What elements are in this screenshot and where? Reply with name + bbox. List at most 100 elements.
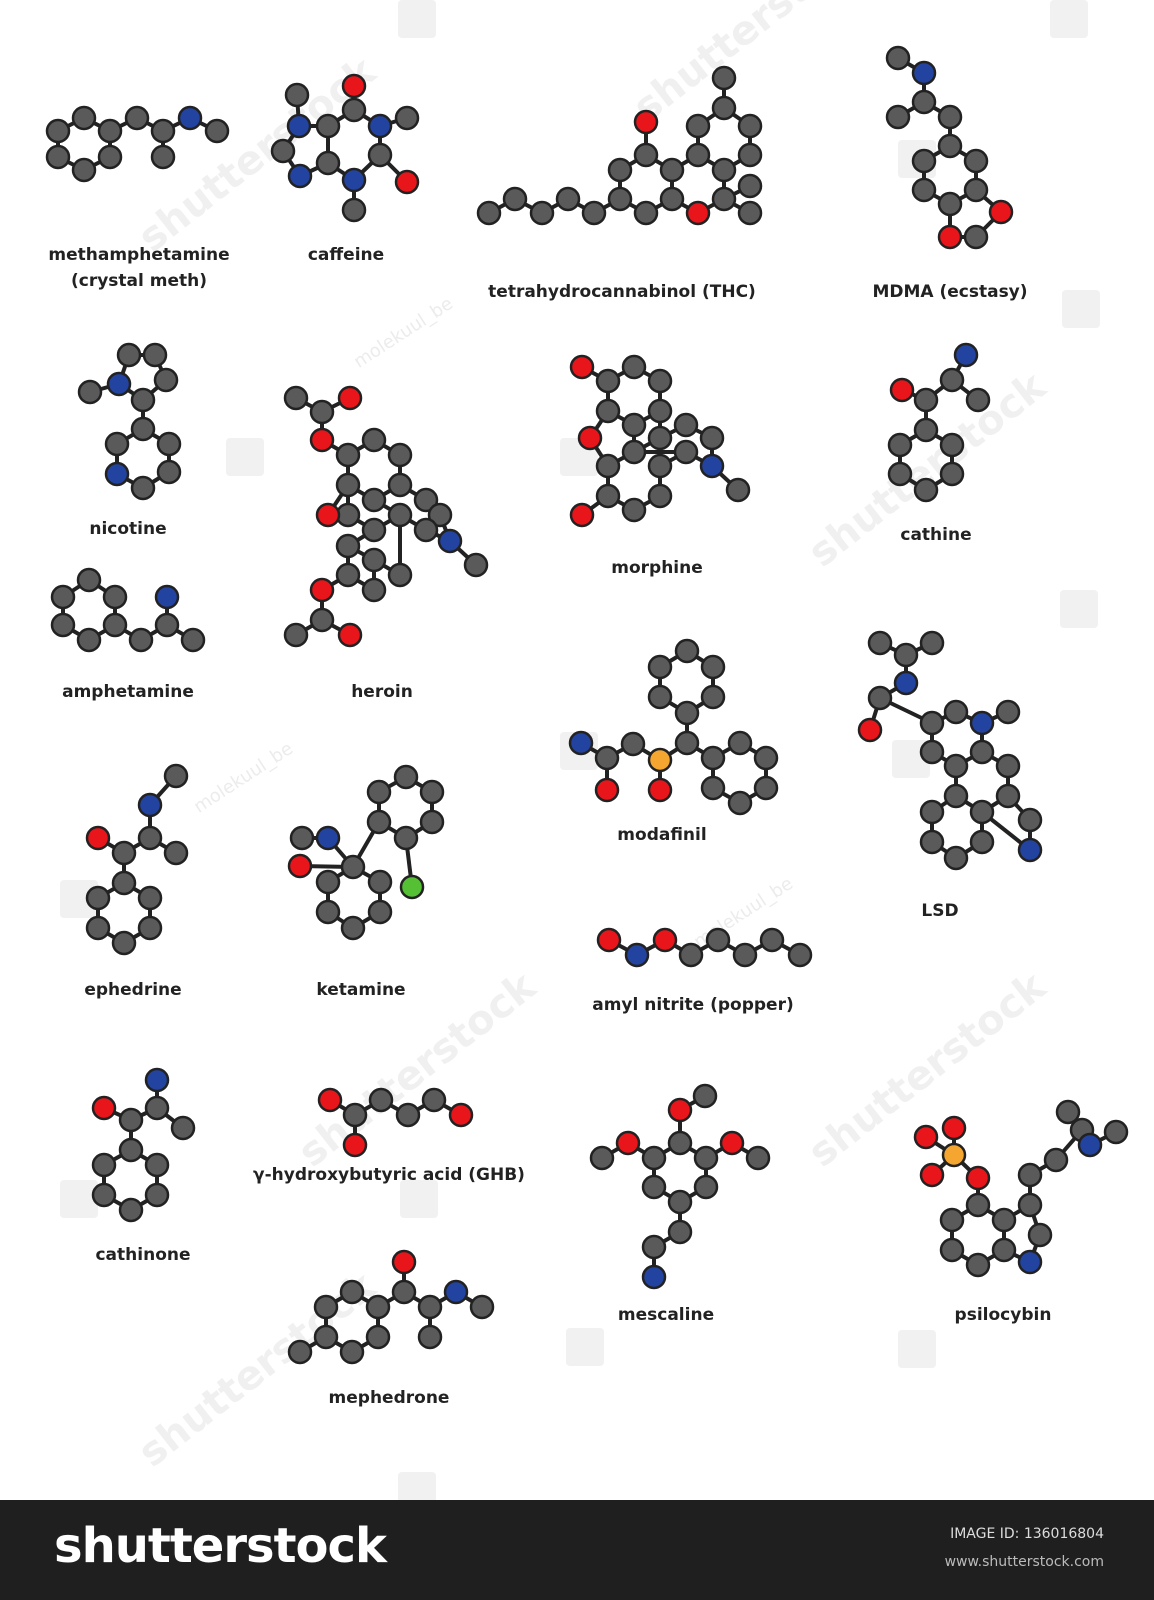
atom-c — [118, 1197, 144, 1223]
atom-c — [633, 142, 659, 168]
atom-o — [913, 1124, 939, 1150]
molecule-structure — [913, 1099, 1129, 1278]
atom-c — [659, 157, 685, 183]
atom-s — [647, 747, 673, 773]
atom-c — [340, 915, 366, 941]
atom-n — [177, 105, 203, 131]
molecule-structure — [589, 1083, 771, 1290]
atom-n — [106, 371, 132, 397]
atom-c — [939, 1207, 965, 1233]
atom-c — [674, 638, 700, 664]
atom-o — [391, 1249, 417, 1275]
atom-c — [732, 942, 758, 968]
atom-c — [111, 840, 137, 866]
molecule-caption: psilocybin — [954, 1305, 1052, 1325]
molecule-structure — [887, 342, 991, 503]
molecule-caption: γ-hydroxybutyric acid (GHB) — [253, 1165, 525, 1185]
atom-c — [594, 745, 620, 771]
atom-o — [317, 1087, 343, 1113]
atom-c — [667, 1189, 693, 1215]
atom-c — [417, 1294, 443, 1320]
atom-c — [104, 431, 130, 457]
atom-c — [943, 783, 969, 809]
atom-c — [421, 1087, 447, 1113]
atom-c — [97, 144, 123, 170]
atom-c — [289, 825, 315, 851]
site-url: www.shutterstock.com — [944, 1554, 1104, 1570]
atom-c — [76, 627, 102, 653]
atom-c — [963, 224, 989, 250]
atom-c — [180, 627, 206, 653]
atom-c — [335, 502, 361, 528]
atom-n — [1077, 1132, 1103, 1158]
atom-c — [1027, 1222, 1053, 1248]
atom-c — [76, 567, 102, 593]
atom-c — [727, 790, 753, 816]
atom-c — [367, 899, 393, 925]
atom-n — [699, 453, 725, 479]
atom-o — [91, 1095, 117, 1121]
molecule-diagrams — [45, 45, 1129, 1365]
atom-c — [939, 1237, 965, 1263]
atom-o — [719, 1130, 745, 1156]
atom-c — [341, 197, 367, 223]
atom-c — [361, 577, 387, 603]
atom-c — [621, 439, 647, 465]
atom-c — [943, 845, 969, 871]
atom-c — [118, 1137, 144, 1163]
atom-n — [1017, 1249, 1043, 1275]
molecule-structure — [568, 638, 779, 816]
atom-c — [969, 799, 995, 825]
atom-c — [647, 684, 673, 710]
atom-p — [941, 1142, 967, 1168]
atom-c — [529, 200, 555, 226]
atom-n — [911, 60, 937, 86]
atom-c — [647, 425, 673, 451]
atom-o — [889, 377, 915, 403]
atom-c — [339, 1279, 365, 1305]
atom-c — [693, 1174, 719, 1200]
watermark-tile — [566, 1328, 604, 1366]
atom-o — [448, 1102, 474, 1128]
atom-c — [939, 461, 965, 487]
molecule-structure — [857, 630, 1043, 871]
atom-c — [943, 753, 969, 779]
atom-c — [361, 487, 387, 513]
atom-c — [417, 1324, 443, 1350]
atom-c — [144, 1182, 170, 1208]
atom-c — [607, 157, 633, 183]
atom-c — [142, 342, 168, 368]
atom-c — [711, 65, 737, 91]
atom-c — [667, 1219, 693, 1245]
atom-c — [867, 630, 893, 656]
atom-o — [685, 200, 711, 226]
atom-c — [620, 731, 646, 757]
atom-c — [287, 1339, 313, 1365]
atom-o — [85, 825, 111, 851]
molecule-structure — [885, 45, 1014, 250]
atom-c — [595, 368, 621, 394]
atom-c — [659, 186, 685, 212]
atom-c — [313, 1294, 339, 1320]
atom-c — [667, 1130, 693, 1156]
atom-c — [339, 1339, 365, 1365]
atom-c — [674, 700, 700, 726]
atom-c — [502, 186, 528, 212]
molecule-caption: caffeine — [307, 245, 385, 265]
molecule-caption: mephedrone — [328, 1388, 450, 1408]
molecule-structure — [476, 65, 763, 226]
atom-n — [1017, 837, 1043, 863]
atom-c — [911, 177, 937, 203]
molecule-caption: LSD — [921, 901, 959, 921]
atom-c — [705, 927, 731, 953]
atom-c — [711, 95, 737, 121]
atom-c — [91, 1152, 117, 1178]
atom-c — [595, 483, 621, 509]
atom-c — [387, 472, 413, 498]
atom-o — [615, 1130, 641, 1156]
molecule-caption: morphine — [611, 558, 703, 578]
atom-c — [77, 379, 103, 405]
atom-n — [969, 710, 995, 736]
atom-o — [988, 199, 1014, 225]
atom-n — [367, 113, 393, 139]
